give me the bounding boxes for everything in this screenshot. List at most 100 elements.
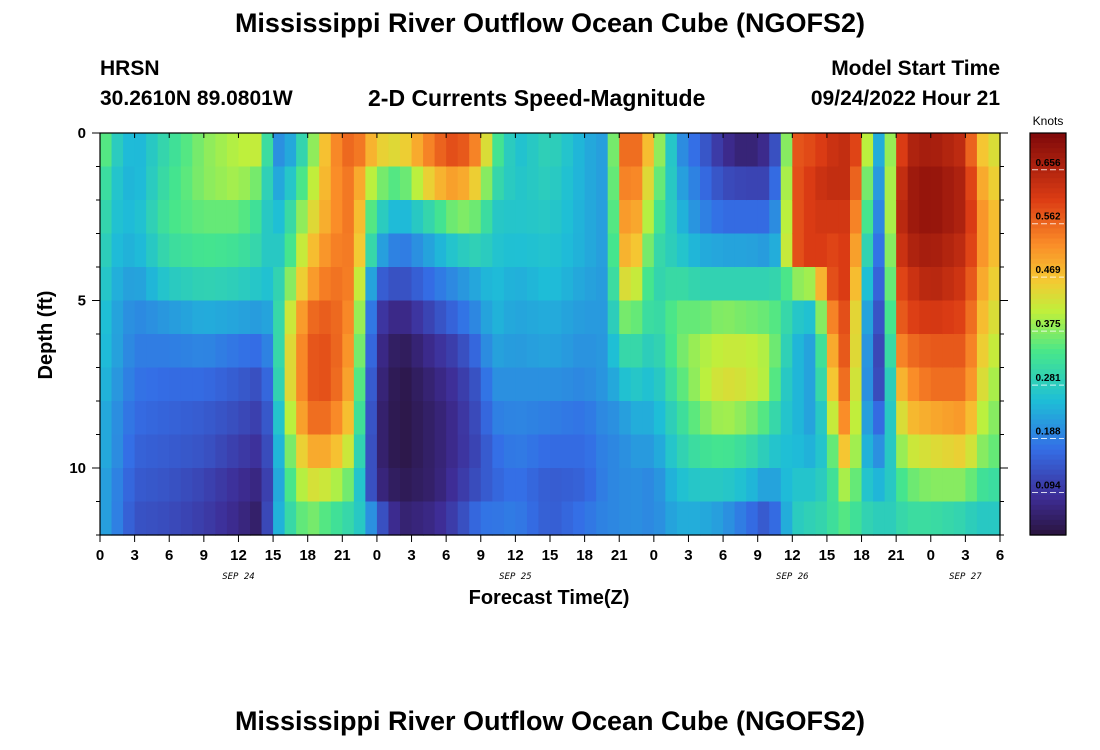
heatmap-cell	[238, 200, 251, 235]
heatmap-cell	[250, 300, 263, 335]
heatmap-cell	[757, 501, 770, 536]
heatmap-cell	[515, 267, 528, 302]
heatmap-cell	[884, 166, 897, 201]
heatmap-cell	[203, 267, 216, 302]
heatmap-cell	[538, 166, 551, 201]
colorbar-segment	[1030, 203, 1066, 209]
heatmap-cell	[746, 133, 759, 168]
heatmap-cell	[100, 233, 113, 268]
heatmap-cell	[792, 166, 805, 201]
heatmap-cell	[319, 267, 332, 302]
colorbar-segment	[1030, 489, 1066, 496]
heatmap-cell	[250, 267, 263, 302]
heatmap-cell	[492, 166, 505, 201]
heatmap-cell	[123, 300, 136, 335]
heatmap-cell	[642, 133, 655, 168]
heatmap-cell	[850, 133, 863, 168]
heatmap-cell	[146, 267, 159, 302]
heatmap-cell	[596, 233, 609, 268]
heatmap-cell	[861, 367, 874, 402]
heatmap-cell	[584, 166, 597, 201]
heatmap-cell	[688, 334, 701, 369]
heatmap-cell	[388, 133, 401, 168]
heatmap-cell	[630, 468, 643, 503]
heatmap-cell	[226, 334, 240, 369]
heatmap-cell	[642, 200, 655, 235]
heatmap-cell	[411, 133, 424, 168]
heatmap-cell	[238, 501, 251, 536]
heatmap-cell	[965, 200, 978, 235]
heatmap-cell	[100, 267, 113, 302]
heatmap-cell	[700, 200, 713, 235]
colorbar-tick-label: 0.562	[1035, 212, 1060, 223]
heatmap-cell	[942, 401, 955, 436]
heatmap-cell	[596, 468, 609, 503]
heatmap-cell	[665, 133, 678, 168]
heatmap-cell	[226, 267, 240, 302]
colorbar-unit-label: Knots	[1033, 114, 1064, 128]
heatmap-cell	[838, 166, 851, 201]
colorbar-segment	[1030, 404, 1066, 410]
heatmap-cell	[203, 434, 216, 469]
heatmap-cell	[630, 233, 643, 268]
colorbar-segment	[1030, 449, 1066, 456]
heatmap-cell	[215, 166, 228, 201]
heatmap-cell	[250, 133, 263, 168]
x-tick-label: 6	[442, 547, 450, 564]
heatmap-cell	[423, 401, 436, 436]
heatmap-cell	[746, 434, 759, 469]
heatmap-cell	[653, 133, 666, 168]
heatmap-cell	[457, 166, 470, 201]
colorbar-segment	[1030, 499, 1066, 506]
colorbar-segment	[1030, 313, 1066, 320]
heatmap-cell	[907, 501, 920, 536]
heatmap-cell	[480, 501, 493, 536]
heatmap-cell	[203, 300, 216, 335]
heatmap-cell	[769, 133, 782, 168]
heatmap-cell	[100, 334, 113, 369]
colorbar-segment	[1030, 524, 1066, 531]
heatmap-cell	[561, 300, 574, 335]
heatmap-cell	[988, 133, 1001, 168]
colorbar-segment	[1030, 484, 1066, 491]
heatmap-cell	[342, 468, 355, 503]
colorbar-segment	[1030, 494, 1066, 501]
heatmap-cell	[653, 401, 666, 436]
heatmap-cell	[757, 468, 770, 503]
heatmap-cell	[492, 334, 505, 369]
heatmap-cell	[134, 501, 147, 536]
heatmap-cell	[676, 334, 690, 369]
colorbar-border	[1029, 132, 1067, 536]
heatmap-cell	[550, 367, 563, 402]
heatmap-cell	[896, 300, 909, 335]
colorbar: 0.094 0.188 0.281 0.375 0.469 0.562 0.656	[1029, 132, 1067, 536]
station-name: HRSN	[100, 57, 160, 80]
heatmap-cell	[850, 200, 863, 235]
heatmap-cell	[596, 300, 609, 335]
heatmap-cell	[815, 501, 828, 536]
heatmap-cell	[123, 334, 136, 369]
heatmap-cell	[157, 468, 170, 503]
heatmap-cell	[296, 166, 309, 201]
heatmap-cell	[134, 367, 147, 402]
heatmap-cell	[169, 501, 182, 536]
heatmap-cell	[919, 200, 932, 235]
x-tick-label: 0	[927, 547, 935, 564]
heatmap-cell	[850, 468, 863, 503]
heatmap-cell	[711, 300, 724, 335]
heatmap-cell	[850, 401, 863, 436]
heatmap-cell	[457, 434, 470, 469]
heatmap-cell	[480, 334, 493, 369]
heatmap-cell	[146, 334, 159, 369]
heatmap-cell	[953, 468, 966, 503]
colorbar-segment	[1030, 334, 1066, 340]
heatmap-cell	[930, 334, 943, 369]
model-start-label: Model Start Time	[831, 57, 1000, 80]
heatmap-cell	[203, 200, 216, 235]
heatmap-cell	[273, 501, 286, 536]
heatmap-cell	[838, 401, 851, 436]
colorbar-segment	[1030, 233, 1066, 240]
heatmap-cell	[826, 133, 840, 168]
heatmap-cell	[907, 200, 920, 235]
heatmap-cell	[723, 401, 736, 436]
